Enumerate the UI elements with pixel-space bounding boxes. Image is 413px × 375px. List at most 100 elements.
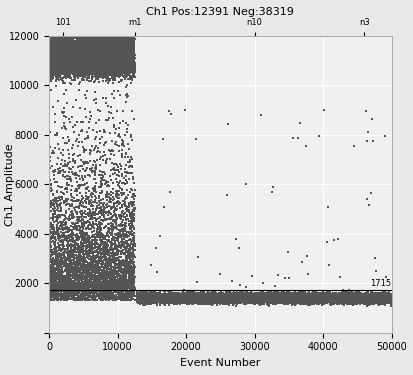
Point — [264, 299, 271, 305]
Point — [137, 293, 143, 299]
Point — [188, 298, 195, 304]
Point — [342, 293, 349, 299]
Point — [152, 296, 159, 302]
Point — [236, 294, 242, 300]
Point — [338, 294, 344, 300]
Point — [104, 244, 110, 250]
Point — [161, 294, 168, 300]
Point — [309, 292, 316, 298]
Point — [339, 297, 346, 303]
Point — [172, 295, 178, 301]
Point — [266, 295, 273, 301]
Point — [161, 293, 168, 299]
Point — [335, 296, 342, 302]
Point — [152, 297, 158, 303]
Point — [145, 297, 151, 303]
Point — [78, 290, 85, 296]
Point — [294, 297, 301, 303]
Point — [111, 44, 117, 50]
Point — [209, 294, 216, 300]
Point — [89, 276, 95, 282]
Point — [297, 295, 303, 301]
Point — [256, 294, 262, 300]
Point — [230, 294, 236, 300]
Point — [316, 297, 322, 303]
Point — [171, 300, 177, 306]
Point — [199, 296, 206, 302]
Point — [64, 73, 71, 79]
Point — [362, 295, 368, 301]
Point — [307, 296, 314, 302]
Point — [108, 281, 114, 287]
Point — [137, 294, 143, 300]
Point — [304, 295, 310, 301]
Point — [183, 296, 189, 302]
Point — [389, 293, 396, 299]
Point — [391, 294, 398, 300]
Point — [374, 297, 380, 303]
Point — [339, 296, 346, 302]
Point — [320, 293, 326, 299]
Point — [91, 64, 98, 70]
Point — [73, 225, 80, 231]
Point — [101, 36, 107, 42]
Point — [88, 200, 94, 206]
Point — [342, 294, 348, 300]
Point — [328, 291, 335, 297]
Point — [347, 295, 353, 301]
Point — [51, 249, 57, 255]
Point — [316, 295, 323, 301]
Point — [306, 294, 313, 300]
Point — [354, 298, 360, 304]
Point — [301, 293, 307, 299]
Point — [142, 297, 149, 303]
Point — [258, 294, 265, 300]
Point — [327, 294, 333, 300]
Point — [75, 41, 81, 47]
Point — [140, 297, 146, 303]
Point — [303, 294, 310, 300]
Point — [62, 42, 68, 48]
Point — [303, 294, 309, 300]
Point — [222, 294, 229, 300]
Point — [119, 280, 125, 286]
Point — [392, 299, 399, 305]
Point — [195, 292, 202, 298]
Point — [224, 296, 230, 302]
Point — [368, 295, 375, 301]
Point — [73, 41, 79, 47]
Point — [75, 38, 81, 44]
Point — [330, 294, 337, 300]
Point — [89, 265, 96, 271]
Point — [178, 295, 184, 301]
Point — [207, 300, 214, 306]
Point — [180, 293, 186, 299]
Point — [156, 292, 163, 298]
Point — [83, 33, 89, 39]
Point — [215, 293, 222, 299]
Point — [220, 294, 226, 300]
Point — [328, 295, 334, 301]
Point — [268, 293, 275, 299]
Point — [389, 294, 396, 300]
Point — [277, 293, 284, 299]
Point — [109, 275, 116, 281]
Point — [234, 297, 240, 303]
Point — [218, 294, 225, 300]
Point — [322, 297, 328, 303]
Point — [332, 296, 338, 302]
Point — [171, 296, 178, 302]
Point — [309, 296, 315, 302]
Point — [349, 294, 356, 300]
Point — [105, 263, 112, 269]
Point — [174, 298, 181, 304]
Point — [82, 190, 89, 196]
Point — [108, 206, 114, 212]
Point — [103, 281, 109, 287]
Point — [48, 273, 55, 279]
Point — [128, 220, 135, 226]
Point — [174, 296, 181, 302]
Point — [283, 295, 290, 301]
Point — [181, 300, 188, 306]
Point — [369, 295, 376, 301]
